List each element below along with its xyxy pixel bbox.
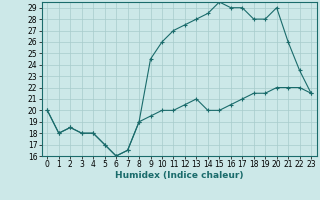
X-axis label: Humidex (Indice chaleur): Humidex (Indice chaleur) (115, 171, 244, 180)
